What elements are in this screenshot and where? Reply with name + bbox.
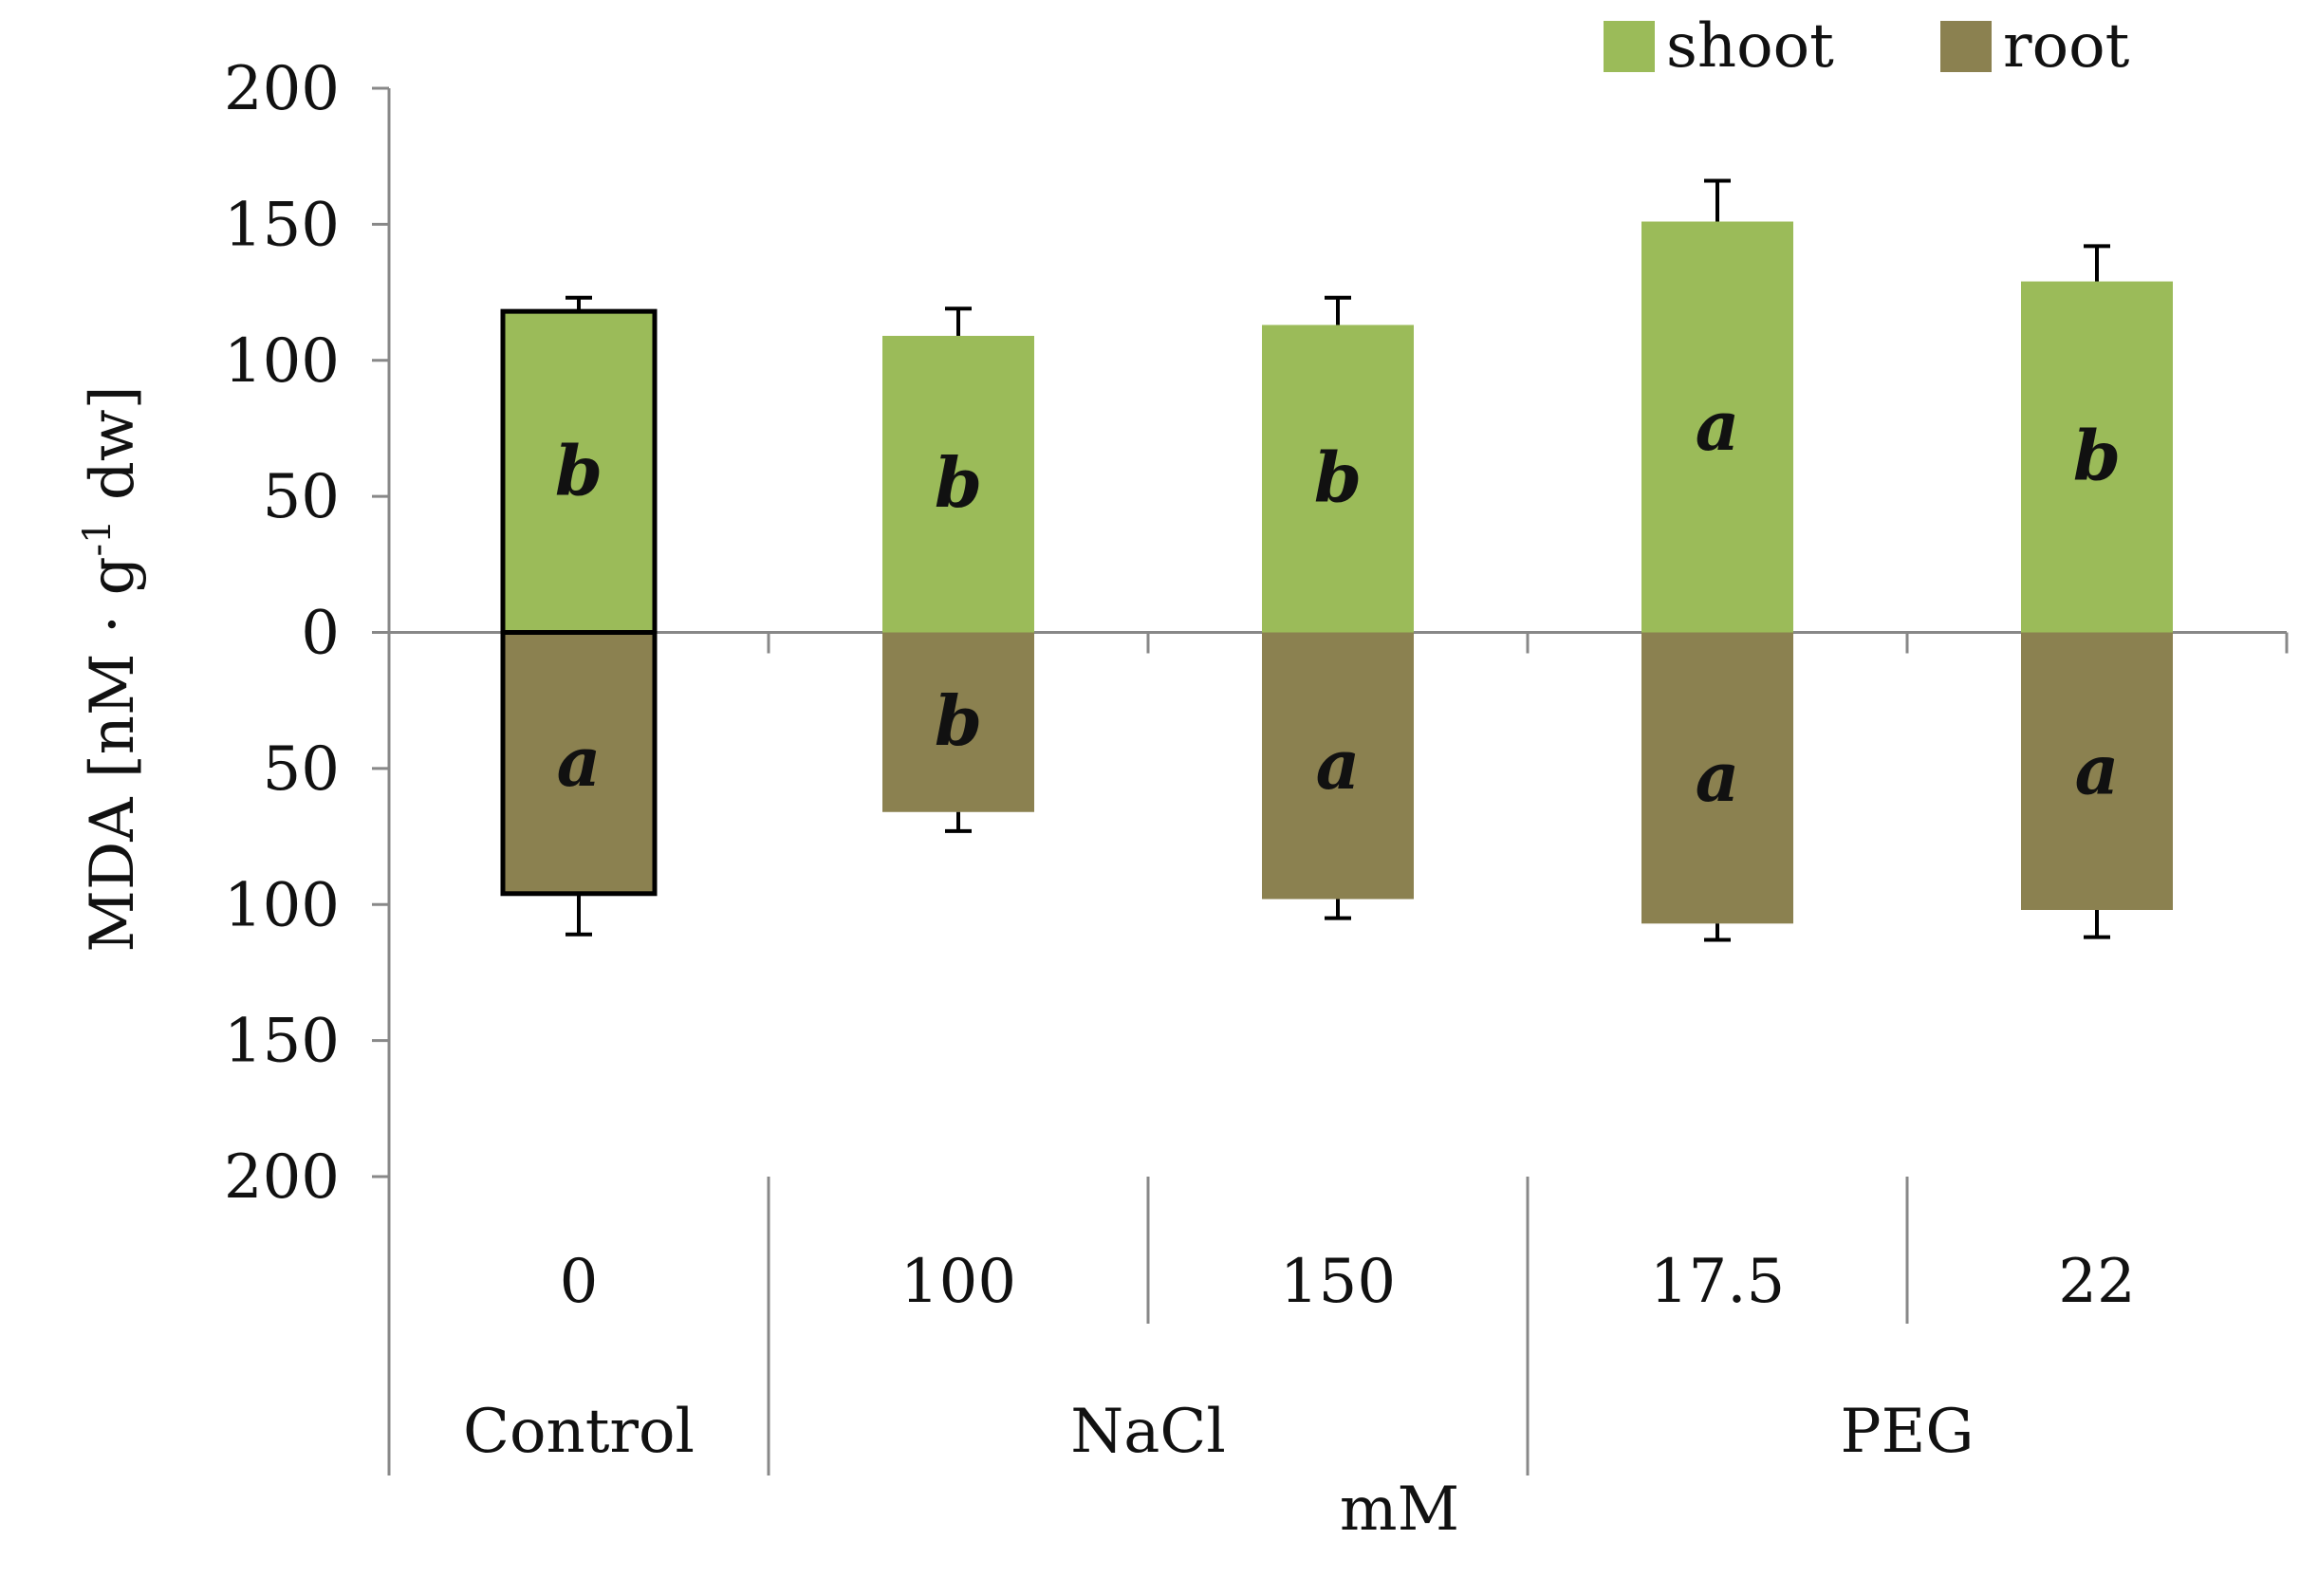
bars	[500, 178, 2173, 942]
root-bar	[500, 630, 658, 897]
y-tick-label: 100	[224, 326, 340, 397]
root-significance-letter: a	[1316, 724, 1361, 805]
shoot-significance-letter: b	[2073, 416, 2121, 496]
y-tick-label: 150	[224, 190, 340, 260]
shoot-bar	[2021, 281, 2173, 633]
group-label: NaCl	[1070, 1397, 1226, 1467]
y-tick-label: 50	[263, 462, 340, 532]
x-axis-title: mM	[1340, 1475, 1459, 1545]
shoot-significance-letter: a	[1696, 385, 1740, 466]
root-bar	[1641, 632, 1793, 924]
root-significance-letter: b	[935, 680, 982, 761]
shoot-significance-letter: b	[1314, 436, 1362, 517]
legend-swatch-root	[1940, 21, 1992, 72]
x-tick-label: 17.5	[1650, 1247, 1786, 1317]
group-label: PEG	[1841, 1397, 1975, 1467]
x-tick-label: 22	[2058, 1247, 2135, 1317]
shoot-significance-letter: b	[935, 442, 982, 523]
y-tick-label: 150	[224, 1007, 340, 1077]
legend-swatch-shoot	[1604, 21, 1655, 72]
shoot-bar	[882, 335, 1034, 633]
y-tick-label: 50	[263, 734, 340, 805]
shoot-significance-letter: b	[555, 430, 603, 510]
legend: shoot root	[1604, 11, 2130, 82]
root-significance-letter: a	[557, 721, 602, 802]
y-tick-label: 100	[224, 870, 340, 940]
x-tick-label: 150	[1280, 1247, 1396, 1317]
axes: 200 150 100 50 0 50 100 150 200	[224, 54, 2289, 1475]
labels: 0 100 150 17.5 22 Control NaCl PEG b a b b b a a a b a	[463, 385, 2136, 1467]
root-bar	[882, 632, 1034, 812]
y-tick-label: 200	[224, 1142, 340, 1213]
shoot-bar	[1641, 221, 1793, 633]
root-bar	[1262, 632, 1414, 900]
x-tick-label: 100	[900, 1247, 1016, 1317]
y-axis-title: MDA [nM · g-1 dw]	[76, 385, 148, 952]
root-bar	[2021, 632, 2173, 910]
root-significance-letter: a	[2075, 730, 2120, 810]
shoot-bar	[1262, 325, 1414, 633]
legend-label-root: root	[2003, 11, 2130, 82]
x-tick-label: 0	[560, 1247, 599, 1317]
root-significance-letter: a	[1696, 736, 1740, 817]
y-tick-label: 200	[224, 54, 340, 124]
y-tick-label: 0	[301, 599, 340, 669]
group-label: Control	[463, 1397, 695, 1467]
legend-label-shoot: shoot	[1666, 11, 1834, 82]
